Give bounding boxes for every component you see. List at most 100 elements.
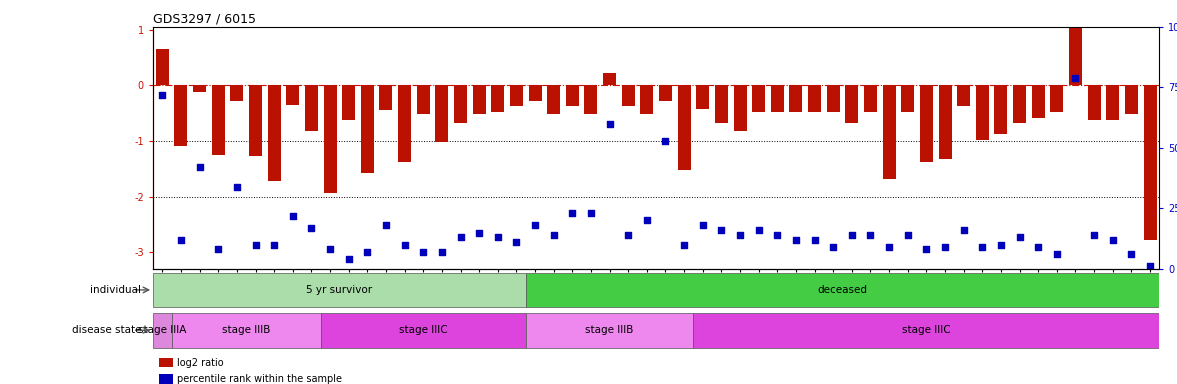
Bar bbox=[585, 85, 598, 114]
Point bbox=[917, 247, 936, 253]
Bar bbox=[771, 85, 784, 112]
Bar bbox=[361, 85, 374, 173]
Bar bbox=[174, 85, 187, 146]
Bar bbox=[417, 85, 430, 114]
Point bbox=[786, 237, 805, 243]
Bar bbox=[1088, 85, 1100, 120]
Point bbox=[302, 225, 321, 231]
Point bbox=[638, 217, 657, 223]
Point bbox=[432, 249, 451, 255]
Text: log2 ratio: log2 ratio bbox=[177, 358, 224, 368]
Point bbox=[265, 242, 284, 248]
Bar bbox=[790, 85, 803, 112]
Point bbox=[414, 249, 433, 255]
Point bbox=[208, 247, 227, 253]
Point bbox=[712, 227, 731, 233]
Bar bbox=[305, 85, 318, 131]
Bar bbox=[845, 85, 858, 123]
Point bbox=[991, 242, 1010, 248]
Point bbox=[619, 232, 638, 238]
Bar bbox=[528, 85, 541, 101]
Point bbox=[656, 137, 674, 144]
Bar bbox=[826, 85, 839, 112]
Bar bbox=[920, 85, 933, 162]
Bar bbox=[155, 49, 168, 85]
Point bbox=[1048, 251, 1066, 257]
Bar bbox=[398, 85, 411, 162]
Point bbox=[1029, 244, 1048, 250]
Point bbox=[451, 234, 470, 240]
Bar bbox=[1013, 85, 1026, 123]
Bar bbox=[324, 85, 337, 193]
Bar bbox=[1050, 85, 1063, 112]
Text: stage IIIB: stage IIIB bbox=[585, 325, 633, 335]
Bar bbox=[566, 85, 579, 106]
Bar bbox=[212, 85, 225, 155]
Text: deceased: deceased bbox=[818, 285, 867, 295]
Bar bbox=[320, 313, 526, 348]
Point bbox=[600, 121, 619, 127]
Point bbox=[395, 242, 414, 248]
Text: stage IIIB: stage IIIB bbox=[222, 325, 271, 335]
Point bbox=[227, 184, 246, 190]
Point bbox=[1103, 237, 1122, 243]
Bar bbox=[286, 85, 299, 105]
Point bbox=[936, 244, 955, 250]
Bar bbox=[267, 85, 280, 181]
Bar bbox=[526, 313, 693, 348]
Bar bbox=[473, 85, 486, 114]
Point bbox=[898, 232, 917, 238]
Point bbox=[674, 242, 693, 248]
Point bbox=[824, 244, 843, 250]
Bar bbox=[733, 85, 746, 131]
Point bbox=[284, 212, 302, 218]
Point bbox=[153, 91, 172, 98]
Text: disease state: disease state bbox=[72, 325, 141, 335]
Point bbox=[507, 239, 526, 245]
Text: 5 yr survivor: 5 yr survivor bbox=[306, 285, 372, 295]
Point bbox=[563, 210, 581, 216]
Bar bbox=[693, 313, 1159, 348]
Bar bbox=[640, 85, 653, 114]
Bar bbox=[714, 85, 727, 123]
Bar bbox=[752, 85, 765, 112]
Point bbox=[693, 222, 712, 228]
Point bbox=[470, 230, 488, 236]
Bar bbox=[1032, 85, 1045, 118]
Bar bbox=[231, 85, 244, 101]
Bar bbox=[697, 85, 710, 109]
Bar bbox=[547, 85, 560, 114]
Bar bbox=[809, 85, 822, 112]
Point bbox=[339, 256, 358, 262]
Text: stage IIIC: stage IIIC bbox=[399, 325, 447, 335]
Point bbox=[955, 227, 973, 233]
Point bbox=[526, 222, 545, 228]
Bar bbox=[864, 85, 877, 112]
Bar bbox=[153, 273, 526, 307]
Text: GDS3297 / 6015: GDS3297 / 6015 bbox=[153, 13, 257, 26]
Bar bbox=[379, 85, 392, 110]
Bar bbox=[454, 85, 467, 123]
Point bbox=[1010, 234, 1029, 240]
Point bbox=[767, 232, 786, 238]
Bar bbox=[957, 85, 970, 106]
Point bbox=[320, 247, 339, 253]
Bar bbox=[1125, 85, 1138, 114]
Point bbox=[1141, 263, 1159, 270]
Bar bbox=[976, 85, 989, 140]
Point bbox=[973, 244, 992, 250]
Point bbox=[358, 249, 377, 255]
Bar bbox=[510, 85, 523, 106]
Text: percentile rank within the sample: percentile rank within the sample bbox=[177, 374, 341, 384]
Text: stage IIIC: stage IIIC bbox=[902, 325, 951, 335]
Text: stage IIIA: stage IIIA bbox=[138, 325, 186, 335]
Point bbox=[488, 234, 507, 240]
Point bbox=[879, 244, 898, 250]
Bar bbox=[491, 85, 504, 112]
Bar bbox=[1144, 85, 1157, 240]
Bar bbox=[902, 85, 915, 112]
Point bbox=[1122, 251, 1141, 257]
Point bbox=[843, 232, 862, 238]
Bar bbox=[659, 85, 672, 101]
Bar bbox=[883, 85, 896, 179]
